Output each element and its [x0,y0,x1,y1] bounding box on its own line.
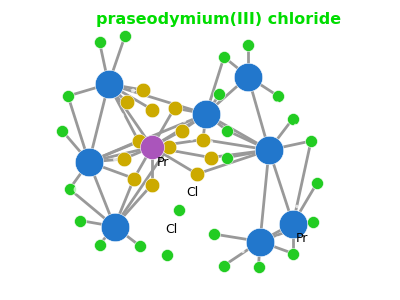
Point [116,120,123,124]
Point [51,171,57,176]
Point [118,113,124,118]
Point [314,181,320,185]
Point [81,24,87,29]
Point [274,100,281,105]
Point [106,18,113,23]
Point [121,69,127,74]
Point [59,128,65,133]
Point [49,78,56,83]
Point [298,165,305,170]
Point [68,45,75,50]
Point [195,216,201,221]
Point [205,248,212,252]
Point [194,172,200,176]
Point [149,107,155,112]
Point [74,187,81,192]
Point [274,236,281,240]
Point [208,112,215,117]
Point [210,232,217,236]
Point [203,112,209,116]
Text: praseodymium(III) chloride: praseodymium(III) chloride [96,12,341,27]
Point [221,55,227,59]
Point [216,92,223,97]
Point [112,157,118,162]
Point [137,244,143,248]
Point [131,176,137,181]
Point [255,265,262,269]
Point [49,123,55,128]
Point [165,145,172,149]
Point [309,220,316,224]
Point [221,263,227,268]
Point [201,76,207,81]
Point [266,148,272,152]
Point [181,118,187,123]
Point [308,139,314,143]
Point [121,228,128,233]
Point [257,239,263,244]
Point [207,155,214,160]
Point [164,253,170,257]
Point [188,136,195,141]
Point [294,204,300,209]
Point [171,106,178,110]
Point [149,182,155,187]
Point [259,78,266,83]
Point [102,138,108,142]
Point [130,163,136,168]
Point [290,116,296,121]
Point [96,242,103,247]
Point [96,40,103,44]
Point [175,153,181,158]
Point [123,100,130,104]
Point [130,88,136,93]
Point [61,202,68,207]
Point [208,37,214,42]
Point [135,139,142,143]
Text: Cl: Cl [166,223,178,236]
Point [160,192,167,197]
Point [220,202,226,207]
Point [146,126,153,130]
Point [140,88,146,92]
Point [122,34,128,38]
Point [224,155,230,160]
Text: Cl: Cl [186,185,199,199]
Point [104,81,111,85]
Point [77,218,83,223]
Point [66,187,73,191]
Point [205,39,212,44]
Point [148,237,155,242]
Point [65,94,71,98]
Point [275,94,281,98]
Text: Pr: Pr [157,155,169,169]
Point [179,128,185,133]
Point [111,224,118,229]
Point [245,43,251,47]
Point [229,27,236,32]
Point [240,249,246,254]
Point [176,208,182,212]
Point [200,137,206,142]
Point [43,112,50,117]
Point [166,75,172,80]
Point [229,111,235,116]
Point [292,123,299,128]
Point [208,140,215,144]
Point [120,157,127,161]
Text: Pr: Pr [296,232,308,245]
Point [152,87,159,92]
Point [81,226,87,231]
Point [105,82,112,86]
Point [290,251,296,256]
Point [290,221,296,226]
Point [224,128,230,133]
Point [245,74,251,79]
Point [253,184,259,189]
Point [86,160,92,164]
Point [149,145,155,149]
Point [160,109,166,114]
